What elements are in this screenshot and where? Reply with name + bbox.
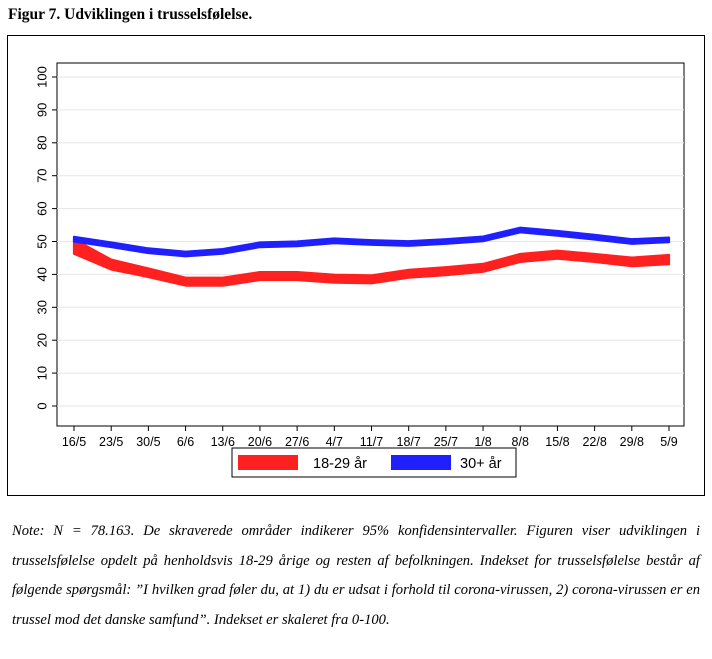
- x-tick-label: 15/8: [545, 435, 569, 449]
- figure-note: Note: N = 78.163. De skraverede områder …: [12, 523, 700, 628]
- y-tick-label: 20: [34, 333, 49, 347]
- x-tick-label: 30/5: [136, 435, 160, 449]
- y-tick-label: 70: [34, 168, 49, 182]
- y-tick-label: 80: [34, 136, 49, 150]
- x-tick-label: 4/7: [326, 435, 343, 449]
- x-tick-label: 13/6: [211, 435, 235, 449]
- y-tick-label: 0: [34, 402, 49, 409]
- x-tick-label: 1/8: [474, 435, 491, 449]
- y-tick-label: 30: [34, 300, 49, 314]
- y-tick-label: 40: [34, 267, 49, 281]
- y-tick-label: 100: [34, 66, 49, 88]
- x-tick-label: 6/6: [177, 435, 194, 449]
- chart-frame: 0 10 20 30 40 50 60 70 80 90 100 16/5 23/5 30/5 6/6 13/…: [7, 35, 705, 496]
- x-tick-label: 11/7: [360, 435, 383, 449]
- y-tick-label: 10: [34, 366, 49, 380]
- y-tick-label: 60: [34, 201, 49, 215]
- series-band-1: [72, 238, 671, 287]
- x-tick-label: 29/8: [620, 435, 644, 449]
- legend-swatch-2: [391, 455, 451, 470]
- x-tick-label: 20/6: [248, 435, 272, 449]
- y-tick-label: 50: [34, 234, 49, 248]
- x-tick-label: 16/5: [62, 435, 86, 449]
- figure-title: Figur 7. Udviklingen i trusselsfølelse.: [8, 6, 253, 23]
- legend-swatch-1: [238, 455, 298, 470]
- x-tick-label: 22/8: [582, 435, 606, 449]
- line-chart: 0 10 20 30 40 50 60 70 80 90 100 16/5 23/5 30/5 6/6 13/…: [34, 62, 685, 478]
- y-tick-label: 90: [34, 103, 49, 117]
- x-tick-label: 8/8: [512, 435, 529, 449]
- x-tick-label: 23/5: [99, 435, 123, 449]
- legend-label-2: 30+ år: [460, 456, 502, 472]
- x-tick-label: 18/7: [397, 435, 421, 449]
- legend-label-1: 18-29 år: [313, 456, 367, 472]
- plot-area: [56, 62, 685, 427]
- x-tick-label: 25/7: [434, 435, 458, 449]
- x-tick-label: 5/9: [660, 435, 677, 449]
- x-tick-label: 27/6: [285, 435, 309, 449]
- legend-box: [231, 447, 517, 478]
- series-band-2: [72, 226, 671, 258]
